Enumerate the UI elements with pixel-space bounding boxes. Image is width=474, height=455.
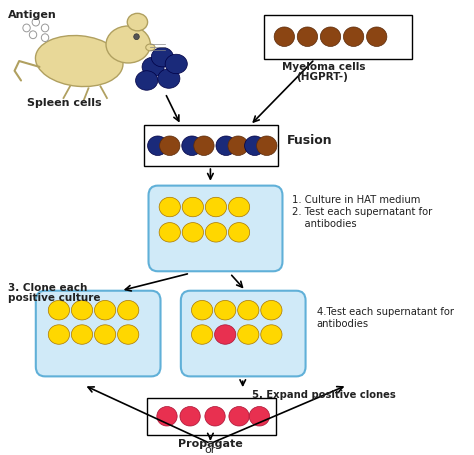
Text: (HGPRT-): (HGPRT-)	[296, 72, 348, 82]
Bar	[264, 15, 412, 59]
Text: or: or	[205, 445, 216, 455]
Circle shape	[23, 24, 30, 32]
Ellipse shape	[261, 300, 282, 320]
Ellipse shape	[48, 325, 70, 344]
Ellipse shape	[160, 136, 180, 156]
Ellipse shape	[205, 407, 225, 426]
Ellipse shape	[216, 136, 236, 156]
Circle shape	[41, 34, 49, 41]
Circle shape	[41, 24, 49, 32]
Ellipse shape	[146, 44, 155, 51]
Ellipse shape	[48, 300, 70, 320]
Ellipse shape	[158, 69, 180, 88]
Ellipse shape	[215, 325, 236, 344]
Ellipse shape	[245, 136, 265, 156]
Ellipse shape	[106, 26, 150, 63]
Ellipse shape	[118, 300, 139, 320]
Ellipse shape	[159, 197, 181, 217]
Ellipse shape	[157, 407, 177, 426]
Ellipse shape	[344, 27, 364, 46]
Ellipse shape	[274, 27, 294, 46]
Ellipse shape	[72, 325, 92, 344]
Ellipse shape	[191, 300, 213, 320]
Ellipse shape	[261, 325, 282, 344]
Bar	[146, 398, 276, 435]
Ellipse shape	[320, 27, 341, 46]
Circle shape	[134, 34, 139, 40]
Ellipse shape	[182, 222, 203, 242]
Circle shape	[29, 31, 36, 39]
Ellipse shape	[165, 54, 187, 74]
Ellipse shape	[72, 300, 92, 320]
Text: 5. Expand positive clones: 5. Expand positive clones	[252, 390, 396, 400]
Ellipse shape	[94, 300, 116, 320]
Ellipse shape	[297, 27, 318, 46]
FancyBboxPatch shape	[148, 186, 283, 271]
Ellipse shape	[142, 57, 164, 76]
Ellipse shape	[366, 27, 387, 46]
Text: Fusion: Fusion	[287, 134, 333, 147]
Ellipse shape	[147, 136, 168, 156]
Ellipse shape	[194, 136, 214, 156]
Ellipse shape	[215, 300, 236, 320]
Text: positive culture: positive culture	[8, 293, 100, 303]
Ellipse shape	[182, 136, 202, 156]
Ellipse shape	[182, 197, 203, 217]
Ellipse shape	[249, 407, 270, 426]
Text: Myeloma cells: Myeloma cells	[283, 62, 366, 72]
FancyBboxPatch shape	[181, 291, 306, 376]
Ellipse shape	[228, 222, 250, 242]
Ellipse shape	[228, 136, 248, 156]
Ellipse shape	[94, 325, 116, 344]
Text: 1. Culture in HAT medium
2. Test each supernatant for
    antibodies: 1. Culture in HAT medium 2. Test each su…	[292, 195, 432, 228]
Text: Antigen: Antigen	[8, 10, 57, 20]
Text: 4.Test each supernatant for
antibodies: 4.Test each supernatant for antibodies	[317, 307, 454, 329]
Ellipse shape	[205, 222, 227, 242]
Text: Spleen cells: Spleen cells	[27, 98, 101, 108]
Ellipse shape	[229, 407, 249, 426]
Ellipse shape	[205, 197, 227, 217]
Ellipse shape	[237, 300, 259, 320]
Circle shape	[32, 18, 39, 26]
Ellipse shape	[136, 71, 158, 90]
Ellipse shape	[36, 35, 123, 86]
Ellipse shape	[237, 325, 259, 344]
Ellipse shape	[127, 13, 147, 31]
Ellipse shape	[118, 325, 139, 344]
Text: 3. Clone each: 3. Clone each	[8, 283, 88, 293]
FancyBboxPatch shape	[36, 291, 161, 376]
Ellipse shape	[180, 407, 200, 426]
Ellipse shape	[159, 222, 181, 242]
Text: Propagate: Propagate	[178, 439, 243, 449]
Ellipse shape	[256, 136, 277, 156]
Bar	[144, 125, 278, 166]
Ellipse shape	[228, 197, 250, 217]
Ellipse shape	[151, 47, 173, 67]
Ellipse shape	[191, 325, 213, 344]
